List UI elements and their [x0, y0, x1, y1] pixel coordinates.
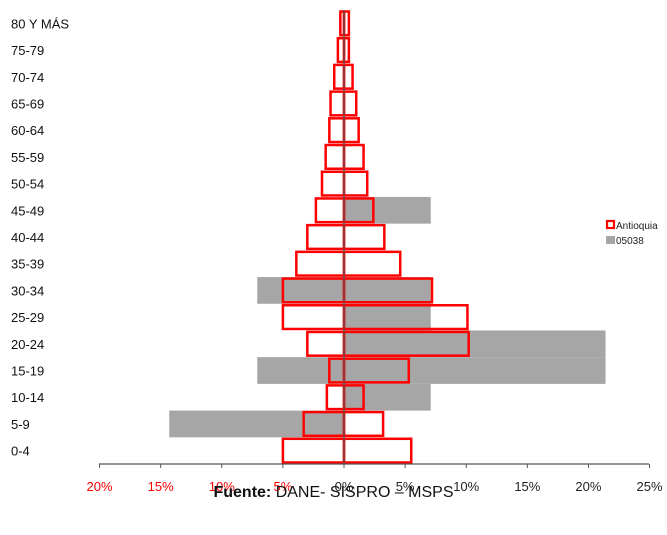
age-label-30-34: 30-34: [11, 283, 44, 298]
bar-antioquia-left-10-14: [325, 384, 346, 411]
x-tick-label: 20%: [87, 479, 113, 494]
source-label: Fuente:: [213, 484, 272, 501]
age-label-75-79: 75-79: [11, 43, 44, 58]
legend-swatch-antioquia: [605, 219, 616, 230]
bar-antioquia-right-50-54: [342, 170, 369, 197]
bar-antioquia-left-20-24: [306, 330, 346, 357]
x-tick-label: 15%: [514, 479, 540, 494]
age-label-25-29: 25-29: [11, 310, 44, 325]
bar-antioquia-left-70-74: [332, 63, 346, 90]
series-05038-bars: [169, 196, 606, 438]
bar-antioquia-right-60-64: [342, 117, 360, 144]
age-label-5-9: 5-9: [11, 417, 30, 432]
age-label-40-44: 40-44: [11, 230, 44, 245]
bar-antioquia-left-35-39: [295, 250, 346, 277]
age-label-50-54: 50-54: [11, 177, 44, 192]
x-tick-label: 10%: [209, 479, 235, 494]
bar-antioquia-left-25-29: [281, 304, 346, 331]
bar-antioquia-left-65-69: [329, 90, 346, 117]
bar-05038-left-5-9: [169, 410, 344, 438]
bar-antioquia-right-55-59: [342, 143, 365, 170]
bar-05038-right-20-24: [344, 330, 606, 358]
age-label-65-69: 65-69: [11, 96, 44, 111]
age-label-60-64: 60-64: [11, 123, 44, 138]
x-tick-labels: 20% 15% 10% 5% 0% 5% 10% 15% 20% 25%: [87, 479, 663, 494]
bar-05038-right-30-34: [344, 277, 431, 304]
source-text: DANE- SISPRO – MSPS: [271, 484, 454, 501]
bar-antioquia-left-55-59: [324, 143, 346, 170]
bar-antioquia-right-65-69: [342, 90, 358, 117]
x-tick-label: 5%: [273, 479, 292, 494]
x-tick-label: 10%: [453, 479, 479, 494]
age-label-35-39: 35-39: [11, 257, 44, 272]
bar-antioquia-left-60-64: [328, 117, 346, 144]
age-label-55-59: 55-59: [11, 150, 44, 165]
axes: [99, 10, 651, 468]
bar-05038-right-10-14: [344, 383, 431, 411]
bar-antioquia-left-40-44: [306, 223, 346, 251]
bar-antioquia-right-70-74: [342, 63, 354, 90]
bar-antioquia-right-80-y-m-s: [342, 10, 351, 37]
bar-antioquia-right-0-4: [342, 437, 413, 464]
age-label-70-74: 70-74: [11, 70, 44, 85]
age-label-15-19: 15-19: [11, 364, 44, 379]
bar-05038-right-45-49: [344, 196, 431, 224]
x-tick-label: 25%: [637, 479, 663, 494]
legend-label-05038: 05038: [616, 236, 644, 247]
x-tick-label: 15%: [148, 479, 174, 494]
x-tick-label: 0%: [335, 479, 354, 494]
age-label-45-49: 45-49: [11, 203, 44, 218]
legend-swatch-05038: [606, 236, 615, 244]
source-note: Fuente: DANE- SISPRO – MSPS: [0, 484, 667, 502]
legend-label-antioquia: Antioquia: [616, 221, 658, 232]
x-tick-label: 20%: [575, 479, 601, 494]
bar-antioquia-left-45-49: [314, 197, 346, 224]
bar-antioquia-left-50-54: [320, 170, 346, 197]
age-group-labels: 0-4 5-9 10-14 15-19 20-24 25-29 30-34 35-39 40-4…: [11, 16, 69, 458]
bar-antioquia-right-40-44: [342, 223, 386, 251]
bar-05038-right-25-29: [344, 303, 431, 331]
x-tick-label: 5%: [396, 479, 415, 494]
legend: Antioquia 05038: [605, 219, 658, 247]
age-label-80-y-m-s: 80 Y MÁS: [11, 16, 69, 31]
bar-05038-left-30-34: [257, 277, 344, 304]
bar-antioquia-right-75-79: [342, 36, 351, 64]
bar-antioquia-left-0-4: [281, 437, 346, 464]
age-label-0-4: 0-4: [11, 444, 30, 459]
age-label-10-14: 10-14: [11, 390, 44, 405]
age-label-20-24: 20-24: [11, 337, 44, 352]
bar-antioquia-right-5-9: [342, 410, 385, 438]
bar-antioquia-right-35-39: [342, 250, 402, 277]
bar-05038-right-15-19: [344, 357, 606, 384]
bar-05038-left-15-19: [257, 357, 344, 384]
